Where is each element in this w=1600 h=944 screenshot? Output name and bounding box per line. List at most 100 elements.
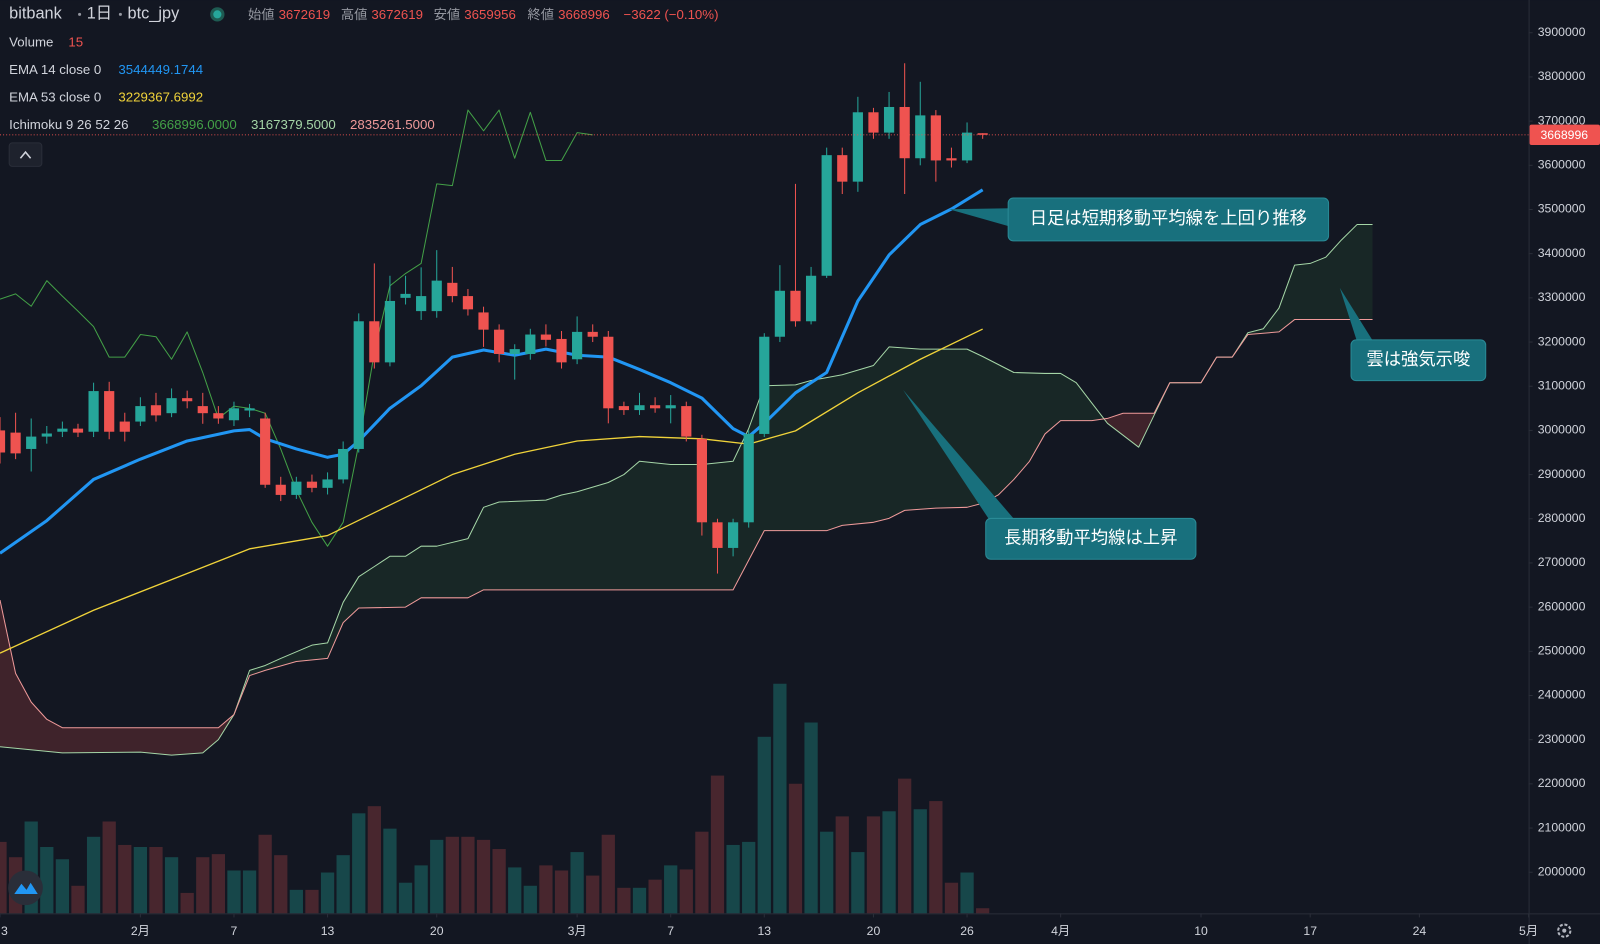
- volume-bar: [773, 683, 787, 914]
- candle-body: [915, 115, 926, 159]
- high-value: 3672619: [371, 7, 423, 22]
- candle-body: [213, 413, 224, 419]
- volume-bar: [211, 854, 225, 914]
- settings-icon-center[interactable]: [1562, 928, 1567, 933]
- y-tick-label: 2400000: [1538, 688, 1586, 702]
- candle-body: [618, 406, 630, 411]
- candle-body: [868, 112, 879, 133]
- candle-body: [837, 155, 848, 182]
- volume-bar: [445, 836, 459, 914]
- volume-bar: [461, 836, 475, 914]
- time-axis-panel: [0, 914, 1529, 944]
- candle-body: [431, 280, 442, 312]
- symbol: btc_jpy: [128, 5, 181, 23]
- candle-body: [805, 275, 817, 322]
- volume-bar: [570, 852, 584, 914]
- y-tick-label: 2700000: [1538, 555, 1586, 569]
- separator: [78, 12, 82, 16]
- volume-bar: [898, 778, 912, 914]
- y-tick-label: 3100000: [1538, 378, 1586, 392]
- candle-body: [727, 522, 739, 548]
- ichimoku-value: 3668996.0000: [152, 117, 237, 132]
- candle-body: [681, 406, 692, 437]
- volume-bar: [586, 875, 600, 914]
- y-tick-label: 2300000: [1538, 732, 1586, 746]
- volume-bar: [710, 775, 725, 914]
- candle-body: [306, 481, 318, 488]
- price-tag-label: 3668996: [1540, 128, 1588, 142]
- volume-bar: [305, 889, 319, 914]
- volume-bar: [274, 855, 288, 914]
- volume-bar: [679, 869, 693, 914]
- header: bitbank 1日 btc_jpy 始値 3672619 高値 3672619…: [8, 5, 719, 167]
- volume-bar: [0, 841, 7, 914]
- candle-body: [41, 433, 52, 437]
- ichimoku-value: 3167379.5000: [251, 117, 336, 132]
- collapse-button[interactable]: [8, 142, 43, 167]
- settings[interactable]: [1557, 923, 1572, 938]
- y-tick-label: 3500000: [1538, 202, 1586, 216]
- close-label: 終値: [528, 7, 555, 22]
- candle-body: [26, 436, 37, 449]
- volume-bar: [398, 882, 413, 914]
- volume-bar: [242, 870, 257, 914]
- candle-body: [369, 321, 380, 363]
- logo[interactable]: [8, 870, 43, 906]
- settings-icon[interactable]: [1557, 923, 1572, 938]
- volume-bar: [617, 887, 631, 914]
- collapse-icon[interactable]: [19, 150, 32, 159]
- interval: 1日: [87, 5, 112, 23]
- ema-legend: EMA 14 close 0: [9, 62, 101, 77]
- open-value: 3672619: [279, 7, 331, 22]
- volume-value: 15: [68, 34, 83, 49]
- volume-legend: Volume: [9, 34, 53, 49]
- candle-body: [150, 405, 162, 416]
- candle-body: [166, 398, 177, 414]
- callout-box: [985, 517, 1197, 560]
- volume-bar: [835, 816, 849, 914]
- y-tick-label: 2500000: [1538, 644, 1586, 658]
- candle-body: [572, 331, 583, 360]
- candle-body: [494, 329, 505, 354]
- callout: 日足は短期移動平均線を上回り推移: [948, 197, 1330, 242]
- candle-body: [696, 438, 707, 523]
- x-tick-label: 20: [430, 924, 444, 938]
- volume-bar: [742, 841, 756, 914]
- volume-bar: [196, 857, 210, 914]
- volume-bar: [55, 859, 70, 914]
- exchange: bitbank: [9, 5, 62, 23]
- volume-bar: [367, 806, 381, 914]
- candle-body: [244, 408, 255, 411]
- y-tick-label: 3900000: [1538, 25, 1586, 39]
- volume-bar: [476, 839, 491, 914]
- candle-body: [774, 290, 785, 337]
- candle-body: [10, 432, 21, 454]
- volume-bar: [492, 849, 506, 914]
- candle-body: [759, 336, 770, 434]
- x-tick-label: 26: [960, 924, 974, 938]
- callout-box: [1350, 339, 1487, 382]
- x-tick-label: 24: [1413, 924, 1427, 938]
- y-tick-label: 3300000: [1538, 290, 1586, 304]
- collapse-button-box[interactable]: [8, 142, 43, 167]
- x-tick-label: 3月: [568, 924, 587, 938]
- candle-body: [743, 433, 754, 523]
- volume-bar: [289, 889, 303, 914]
- annotation: 長期移動平均線は上昇: [1004, 527, 1177, 547]
- logo-circle[interactable]: [8, 870, 43, 906]
- status-dot: [213, 10, 222, 19]
- candle-body: [977, 133, 988, 135]
- candle-body: [821, 155, 832, 276]
- low-label: 安値: [434, 7, 461, 22]
- candle-body: [525, 334, 536, 354]
- x-tick-label: 7: [667, 924, 674, 938]
- candle-body: [961, 132, 973, 161]
- volume-bar: [554, 870, 569, 914]
- y-tick-label: 3200000: [1538, 334, 1586, 348]
- candle-body: [712, 522, 723, 548]
- x-tick-label: 4月: [1051, 924, 1070, 938]
- callout-box: [1007, 197, 1330, 242]
- candle-body: [930, 115, 941, 161]
- logo-icon[interactable]: [14, 882, 38, 894]
